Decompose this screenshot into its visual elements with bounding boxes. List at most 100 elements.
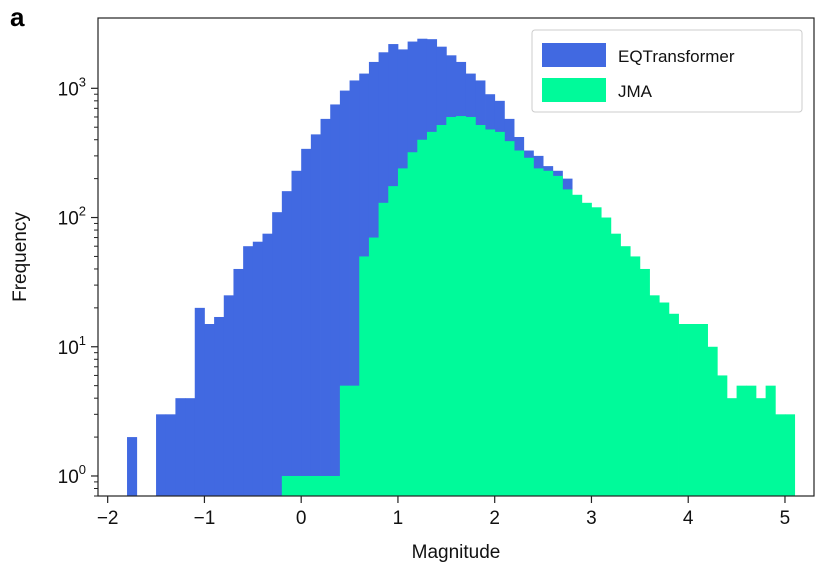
x-tick-label: −1	[194, 508, 216, 529]
bar-jma-28	[552, 175, 563, 496]
legend-swatch-jma	[542, 78, 606, 102]
x-tick-label: 0	[296, 508, 307, 529]
bar-jma-30	[572, 194, 583, 496]
legend: EQTransformer JMA	[531, 29, 803, 113]
bar-jma-51	[775, 414, 786, 496]
bar-jma-8	[359, 256, 370, 496]
legend-label-eqtransformer: EQTransformer	[618, 47, 735, 66]
bar-eqtransformer-0	[127, 437, 138, 496]
bar-eqtransformer-7	[214, 316, 225, 496]
bar-eqtransformer-13	[272, 212, 283, 496]
bar-eqtransformer-3	[175, 398, 186, 496]
bar-jma-45	[717, 375, 728, 496]
bar-jma-50	[765, 385, 776, 496]
x-axis-title: Magnitude	[412, 542, 501, 563]
bar-jma-40	[668, 313, 679, 496]
bar-jma-26	[533, 168, 544, 496]
bar-jma-37	[639, 268, 650, 496]
plot-frame	[97, 17, 815, 497]
bar-jma-7	[349, 385, 360, 496]
jma-bars	[281, 116, 796, 497]
bar-jma-42	[688, 324, 699, 496]
bar-eqtransformer-21	[349, 80, 360, 497]
y-tick-label: 103	[58, 74, 86, 100]
bar-eqtransformer-17	[310, 134, 321, 496]
bar-jma-34	[610, 233, 621, 496]
bar-jma-4	[320, 475, 331, 496]
x-tick-label: 1	[393, 508, 404, 529]
legend-swatch-eqtransformer	[542, 43, 606, 67]
bar-eqtransformer-12	[262, 233, 273, 496]
bar-eqtransformer-18	[320, 118, 331, 496]
bar-jma-31	[581, 202, 592, 496]
bar-jma-38	[649, 295, 660, 496]
bar-eqtransformer-1	[156, 414, 167, 496]
bar-jma-10	[378, 202, 389, 496]
y-axis-title: Frequency	[10, 212, 31, 302]
x-tick-label: 2	[489, 508, 500, 529]
bar-eqtransformer-11	[252, 241, 263, 496]
y-tick-label: 100	[58, 462, 86, 488]
bar-jma-16	[436, 125, 447, 496]
bar-jma-36	[630, 256, 641, 496]
bar-jma-41	[678, 324, 689, 496]
y-tick-base: 10	[58, 467, 79, 488]
bar-jma-35	[620, 246, 631, 496]
bar-jma-47	[736, 385, 747, 496]
bar-eqtransformer-19	[330, 104, 341, 496]
bar-jma-2	[301, 475, 312, 496]
bar-eqtransformer-9	[233, 268, 244, 496]
x-tick-label: 4	[683, 508, 694, 529]
bar-jma-49	[755, 398, 767, 496]
y-tick-exponent: 2	[79, 204, 86, 219]
y-axis-minor-ticks	[94, 93, 98, 497]
bar-jma-19	[465, 116, 476, 496]
y-tick-exponent: 3	[79, 74, 86, 89]
bar-jma-12	[397, 168, 409, 496]
bar-jma-33	[601, 217, 612, 496]
bar-eqtransformer-2	[165, 414, 176, 496]
bar-jma-21	[485, 129, 496, 496]
bar-jma-52	[784, 414, 796, 496]
bar-jma-13	[407, 152, 418, 496]
bar-eqtransformer-6	[204, 324, 215, 496]
bar-jma-5	[330, 475, 341, 496]
bar-jma-15	[426, 131, 438, 496]
bar-jma-18	[456, 116, 467, 497]
bar-jma-17	[446, 116, 457, 496]
x-tick-label: −2	[97, 508, 119, 529]
y-tick-label: 101	[58, 333, 86, 359]
bar-jma-23	[504, 141, 515, 496]
bar-eqtransformer-14	[281, 191, 292, 496]
x-axis-ticks: −2 −1 0 1 2 3 4 5	[97, 496, 790, 529]
bar-jma-11	[388, 186, 399, 496]
y-tick-exponent: 0	[79, 462, 86, 477]
bar-jma-44	[707, 346, 718, 496]
panel-label: a	[10, 2, 25, 32]
bar-jma-43	[697, 324, 708, 496]
bar-jma-27	[543, 170, 554, 497]
bar-jma-46	[726, 398, 737, 496]
bar-jma-24	[514, 150, 525, 496]
bar-jma-6	[339, 385, 350, 496]
x-tick-label: 5	[780, 508, 791, 529]
bar-jma-0	[281, 475, 292, 496]
bar-eqtransformer-10	[243, 246, 254, 496]
legend-label-jma: JMA	[618, 82, 653, 101]
x-tick-label: 3	[586, 508, 597, 529]
bar-eqtransformer-16	[301, 148, 312, 496]
bar-jma-29	[562, 189, 573, 496]
bar-jma-14	[417, 139, 428, 497]
y-tick-base: 10	[58, 209, 79, 230]
y-tick-base: 10	[58, 79, 79, 100]
bar-jma-39	[659, 302, 670, 496]
bar-jma-20	[475, 125, 486, 496]
bar-eqtransformer-8	[223, 295, 234, 496]
bar-jma-9	[368, 237, 379, 497]
bar-eqtransformer-4	[185, 398, 196, 496]
bar-eqtransformer-15	[291, 170, 302, 497]
bar-jma-25	[523, 157, 534, 496]
bar-jma-32	[591, 207, 602, 497]
